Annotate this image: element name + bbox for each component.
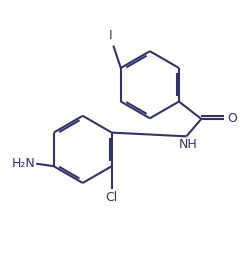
Text: O: O — [227, 112, 237, 125]
Text: Cl: Cl — [106, 191, 118, 204]
Text: I: I — [109, 29, 113, 42]
Text: H₂N: H₂N — [11, 157, 35, 170]
Text: NH: NH — [178, 138, 197, 150]
